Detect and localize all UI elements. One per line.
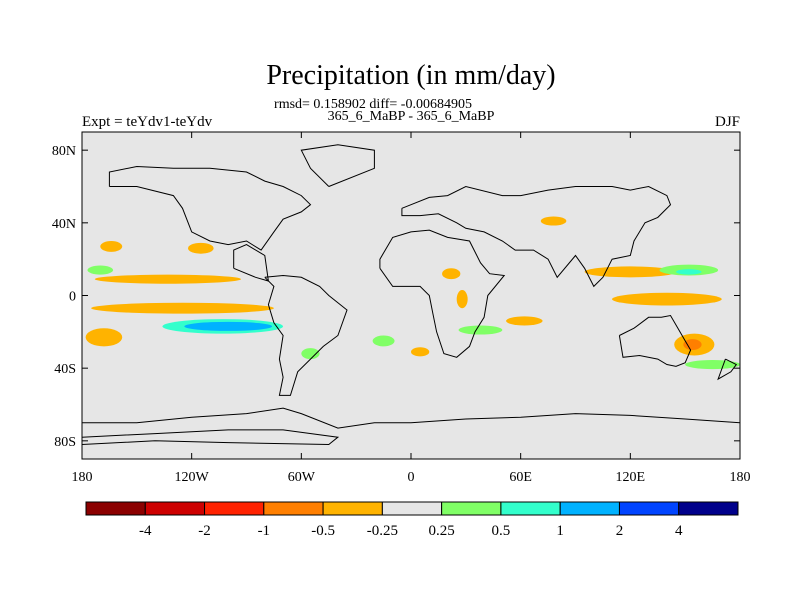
- colorbar-swatch: [500, 501, 561, 516]
- coastline-1: [82, 429, 340, 446]
- colorbar-swatch: [85, 501, 146, 516]
- colorbar-swatch: [144, 501, 206, 516]
- colorbar-label: -0.5: [311, 523, 335, 539]
- colorbar-swatch: [204, 501, 265, 516]
- field-south-pacific-dry-west: [85, 328, 123, 347]
- coastline-9: [717, 358, 738, 381]
- field-siberia-dry: [540, 216, 567, 226]
- field-tropical-pacific-band-south: [91, 302, 274, 314]
- coastline-4: [379, 229, 506, 358]
- coastline-8: [108, 165, 312, 251]
- coastline-5: [401, 185, 672, 288]
- x-tick-label: 180: [72, 470, 93, 485]
- chart-stats: rmsd= 0.158902 diff= -0.00684905: [274, 97, 472, 112]
- field-south-pacific-wet-max: [184, 321, 273, 331]
- x-tick-label: 60W: [288, 470, 316, 485]
- axes: 180 120W 60W 0 60E 120E 180 80N 40N 0 40S 80S: [52, 132, 751, 485]
- field-south-atlantic-wet: [372, 335, 395, 347]
- field-north-west-pacific-wet-core: [676, 269, 702, 275]
- coastline-7: [300, 144, 375, 187]
- colorbar-label: 2: [616, 523, 624, 539]
- field-atlantic-dry-south: [411, 347, 430, 357]
- coastline-2: [264, 274, 348, 396]
- y-tick-label: 0: [69, 290, 76, 305]
- colorbar-label: 4: [675, 523, 683, 539]
- y-tick-label: 80N: [52, 144, 76, 159]
- field-southern-ocean-wet: [685, 359, 740, 370]
- coastline-6: [618, 314, 692, 367]
- colorbar-swatch: [322, 501, 383, 516]
- colorbar-label: -4: [139, 523, 152, 539]
- x-tick-label: 60E: [509, 470, 532, 485]
- x-tick-label: 120E: [616, 470, 646, 485]
- colorbar-label: 0.25: [429, 523, 455, 539]
- colorbar-label: -1: [258, 523, 271, 539]
- chart-title: Precipitation (in mm/day): [266, 60, 555, 91]
- colorbar-swatch: [263, 501, 324, 516]
- field-atlantic-dry: [442, 268, 461, 280]
- precipitation-fields: [85, 216, 740, 370]
- field-north-pacific-wet-west: [87, 265, 114, 275]
- field-west-pacific-dry: [612, 292, 722, 306]
- colorbar-swatch: [678, 501, 739, 516]
- y-tick-label: 40S: [54, 362, 76, 377]
- field-tropical-pacific-band-north: [94, 274, 242, 284]
- colorbar-swatch: [559, 501, 620, 516]
- field-north-pacific-dry-2: [188, 242, 214, 254]
- y-tick-label: 80S: [54, 435, 76, 450]
- field-africa-dry: [456, 290, 468, 309]
- colorbar: -4 -2 -1 -0.5 -0.25 0.25 0.5 1 2 4: [85, 501, 739, 539]
- chart-subtitle: 365_6_MaBP - 365_6_MaBP: [328, 109, 495, 124]
- colorbar-swatch: [441, 501, 502, 516]
- field-south-west-pacific-dry-core: [683, 339, 702, 350]
- x-tick-label: 180: [730, 470, 751, 485]
- x-tick-label: 120W: [175, 470, 210, 485]
- right-label: DJF: [715, 114, 740, 130]
- colorbar-swatch: [618, 501, 680, 516]
- left-label: Expt = teYdv1-teYdv: [82, 114, 213, 130]
- coastline-0: [82, 407, 740, 429]
- coastlines: [82, 144, 740, 446]
- colorbar-label: 1: [556, 523, 564, 539]
- colorbar-swatch: [381, 501, 443, 516]
- field-indian-ocean-dry: [506, 316, 543, 326]
- y-tick-label: 40N: [52, 217, 76, 232]
- field-caribbean-wet: [301, 348, 320, 360]
- colorbar-label: -0.25: [367, 523, 398, 539]
- coastline-3: [233, 244, 270, 282]
- colorbar-label: -2: [198, 523, 211, 539]
- x-tick-label: 0: [408, 470, 415, 485]
- field-indian-ocean-wet: [458, 325, 503, 335]
- colorbar-label: 0.5: [492, 523, 511, 539]
- field-north-pacific-dry: [100, 241, 123, 252]
